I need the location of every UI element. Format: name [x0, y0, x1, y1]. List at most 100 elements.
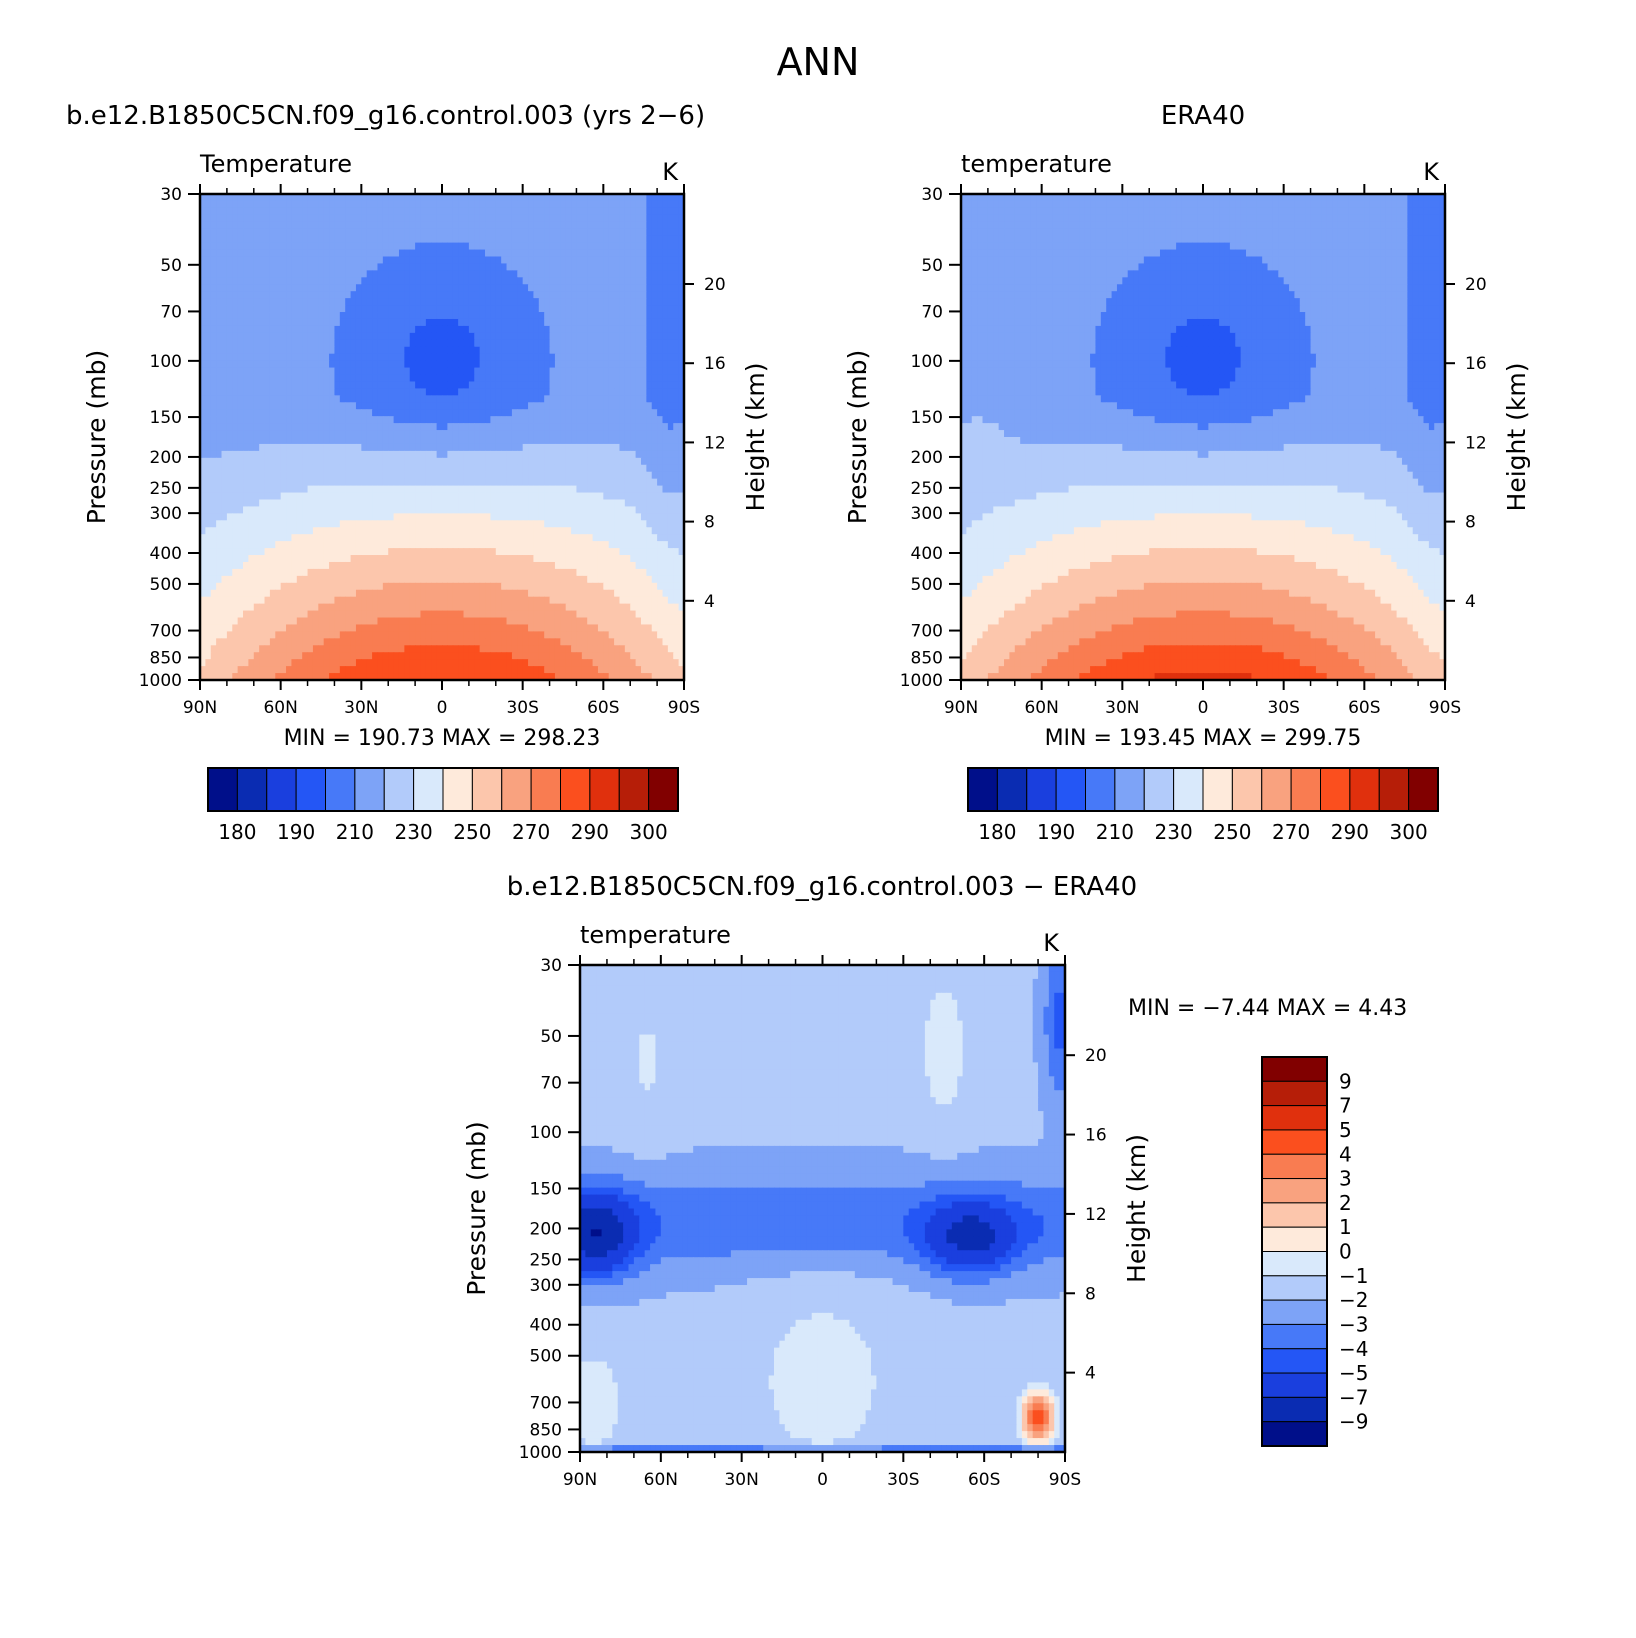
field-cell [490, 437, 497, 445]
field-cell [415, 430, 422, 438]
field-cell [597, 312, 604, 320]
field-cell [608, 214, 615, 223]
field-cell [608, 235, 615, 244]
field-cell [280, 249, 287, 258]
field-cell [339, 471, 346, 480]
field-cell [415, 318, 422, 327]
field-cell [253, 478, 260, 487]
field-cell [318, 332, 325, 341]
field-cell [517, 443, 524, 452]
field-cell [259, 374, 266, 383]
field-cell [442, 388, 448, 396]
field-cell [565, 249, 572, 258]
field-cell [549, 207, 556, 216]
field-cell [302, 242, 309, 251]
field-cell [630, 242, 637, 251]
field-cell [259, 450, 266, 459]
field-cell [361, 221, 368, 230]
field-cell [280, 450, 287, 459]
field-cell [372, 548, 379, 556]
field-cell [366, 207, 373, 216]
field-cell [382, 541, 389, 549]
field-cell [571, 214, 578, 223]
field-cell [597, 548, 604, 556]
field-cell [334, 360, 341, 369]
field-cell [458, 374, 465, 383]
field-cell [678, 256, 685, 265]
field-cell [269, 443, 276, 452]
field-cell [474, 360, 481, 369]
field-cell [334, 409, 341, 417]
field-cell [495, 221, 502, 230]
field-cell [463, 471, 470, 480]
field-cell [377, 221, 384, 230]
field-cell [382, 207, 389, 216]
field-cell [409, 395, 416, 403]
field-cell [479, 339, 486, 348]
field-cell [635, 437, 642, 445]
field-cell [576, 242, 583, 251]
field-cell [490, 256, 497, 265]
field-cell [667, 194, 674, 202]
field-cell [522, 499, 529, 508]
field-cell [312, 443, 319, 452]
field-cell [640, 277, 647, 285]
field-cell [216, 416, 223, 424]
field-cell [485, 367, 491, 376]
field-cell [474, 298, 481, 306]
field-cell [431, 478, 438, 487]
field-cell [479, 450, 486, 459]
field-cell [560, 450, 567, 459]
field-cell [657, 263, 664, 271]
field-cell [291, 221, 298, 230]
field-cell [630, 305, 637, 313]
field-cell [436, 235, 443, 244]
field-cell [372, 430, 379, 438]
field-cell [264, 277, 271, 285]
field-cell [323, 291, 330, 299]
field-cell [253, 339, 260, 348]
field-cell [388, 207, 395, 216]
field-cell [409, 325, 416, 334]
field-cell [210, 430, 217, 438]
field-cell [468, 235, 475, 244]
field-cell [243, 228, 249, 237]
field-cell [361, 548, 368, 556]
field-cell [431, 568, 438, 577]
field-cell [608, 416, 615, 424]
field-cell [253, 249, 260, 258]
field-cell [495, 485, 502, 494]
field-cell [210, 221, 217, 230]
field-cell [667, 367, 674, 376]
field-cell [662, 430, 669, 438]
field-cell [425, 346, 432, 355]
field-cell [571, 499, 578, 508]
field-cell [452, 374, 459, 383]
field-cell [554, 443, 561, 452]
field-cell [522, 513, 529, 521]
field-cell [592, 339, 599, 348]
field-cell [200, 221, 206, 230]
field-cell [345, 402, 352, 410]
field-cell [275, 575, 282, 584]
field-cell [420, 200, 427, 209]
field-cell [635, 471, 642, 480]
field-cell [200, 263, 206, 271]
field-cell [592, 520, 599, 528]
field-cell [243, 395, 249, 403]
field-cell [560, 263, 567, 271]
field-cell [597, 485, 604, 494]
field-cell [264, 520, 271, 528]
field-cell [447, 263, 454, 271]
field-cell [597, 388, 604, 396]
field-cell [404, 416, 411, 424]
field-cell [614, 499, 621, 508]
field-cell [597, 478, 604, 487]
field-cell [463, 312, 470, 320]
field-cell [673, 492, 680, 501]
field-cell [640, 367, 647, 376]
field-cell [210, 312, 217, 320]
field-cell [382, 575, 389, 584]
field-cell [210, 374, 217, 383]
field-cell [210, 478, 217, 487]
